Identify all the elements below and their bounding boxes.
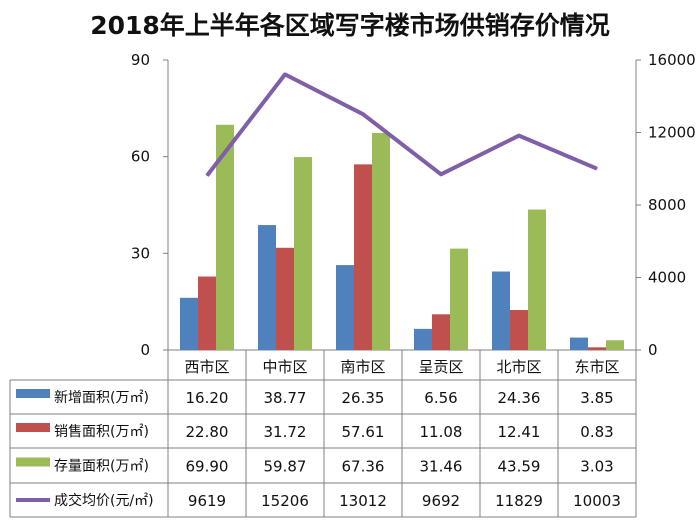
legend-swatch: [16, 423, 50, 432]
bar: [570, 337, 588, 350]
table-cell: 9692: [422, 492, 460, 510]
legend-label: 成交均价(元/㎡): [54, 492, 154, 509]
legend-swatch: [16, 457, 50, 467]
table-cell: 15206: [261, 492, 309, 510]
table-cell: 59.87: [264, 458, 307, 476]
y-left-tick-label: 90: [131, 51, 150, 69]
table-cell: 57.61: [342, 423, 385, 441]
line-point: [284, 73, 286, 75]
category-label: 西市区: [184, 358, 229, 376]
table-cell: 26.35: [342, 389, 385, 407]
category-labels: 西市区 中市区 南市区 呈贡区 北市区 东市区: [184, 358, 619, 376]
table-cell: 67.36: [342, 458, 385, 476]
table-cell: 69.90: [186, 458, 229, 476]
legend-label: 存量面积(万㎡): [54, 459, 149, 475]
y-right-tick-label: 8000: [648, 196, 686, 214]
table-cell: 10003: [573, 492, 621, 510]
y-left-tick-label: 30: [131, 244, 150, 262]
table-cell: 38.77: [264, 389, 307, 407]
line-series: [205, 72, 598, 177]
category-label: 中市区: [262, 358, 307, 376]
bar: [432, 314, 450, 350]
table-cell: 16.20: [186, 389, 229, 407]
line-point: [518, 135, 520, 137]
bar: [294, 157, 312, 350]
table-cell: 31.72: [264, 423, 307, 441]
table-cell: 11829: [495, 492, 543, 510]
line-point: [440, 173, 442, 175]
bar: [276, 247, 294, 350]
table-cell: 13012: [339, 492, 387, 510]
chart-title: 2018年上半年各区域写字楼市场供销存价情况: [90, 11, 610, 40]
line-point: [206, 175, 208, 177]
y-right-tick-label: 0: [648, 341, 658, 359]
legend-label: 新增面积(万㎡): [54, 390, 149, 406]
bar: [510, 310, 528, 350]
y-right-tick-label: 16000: [648, 51, 696, 69]
table-cell: 24.36: [498, 389, 541, 407]
y-left-tick-label: 60: [131, 148, 150, 166]
table-cell: 43.59: [498, 458, 541, 476]
y-right-tick-label: 4000: [648, 269, 686, 287]
table-cells: 16.20 38.77 26.35 6.56 24.36 3.85 22.80 31.72 57…: [186, 389, 621, 510]
bar: [528, 209, 546, 350]
table-cell: 9619: [188, 492, 226, 510]
bar: [606, 340, 624, 350]
line-point: [596, 168, 598, 170]
table-cell: 0.83: [580, 423, 613, 441]
data-table-grid: [9, 349, 637, 518]
line-series-group: [205, 72, 598, 177]
table-legend: 新增面积(万㎡) 销售面积(万㎡) 存量面积(万㎡) 成交均价(元/㎡): [16, 389, 154, 509]
bar: [336, 265, 354, 350]
bar: [258, 225, 276, 350]
axis-tick-labels: 0 30 60 90 0 4000 8000 12000 16000: [131, 51, 696, 359]
table-cell: 3.03: [580, 458, 613, 476]
category-label: 南市区: [340, 358, 385, 376]
bar: [414, 328, 432, 350]
line-point: [362, 113, 364, 115]
category-label: 东市区: [574, 358, 619, 376]
table-cell: 12.41: [498, 423, 541, 441]
bar: [354, 164, 372, 350]
y-right-tick-label: 12000: [648, 124, 696, 142]
bar: [372, 132, 390, 350]
y-left-tick-label: 0: [140, 341, 150, 359]
table-cell: 3.85: [580, 389, 613, 407]
legend-swatch: [16, 389, 50, 398]
table-cell: 31.46: [420, 458, 463, 476]
chart-axes: [163, 59, 641, 351]
bar: [588, 347, 606, 350]
bar: [198, 276, 216, 350]
bar-series-group: [180, 124, 624, 351]
bar: [216, 124, 234, 351]
category-label: 呈贡区: [418, 358, 463, 376]
table-cell: 6.56: [424, 389, 457, 407]
table-cell: 11.08: [420, 423, 463, 441]
category-label: 北市区: [496, 358, 541, 376]
bar: [450, 248, 468, 350]
legend-label: 销售面积(万㎡): [54, 424, 149, 440]
bar: [492, 271, 510, 350]
table-cell: 22.80: [186, 423, 229, 441]
bar: [180, 297, 198, 350]
